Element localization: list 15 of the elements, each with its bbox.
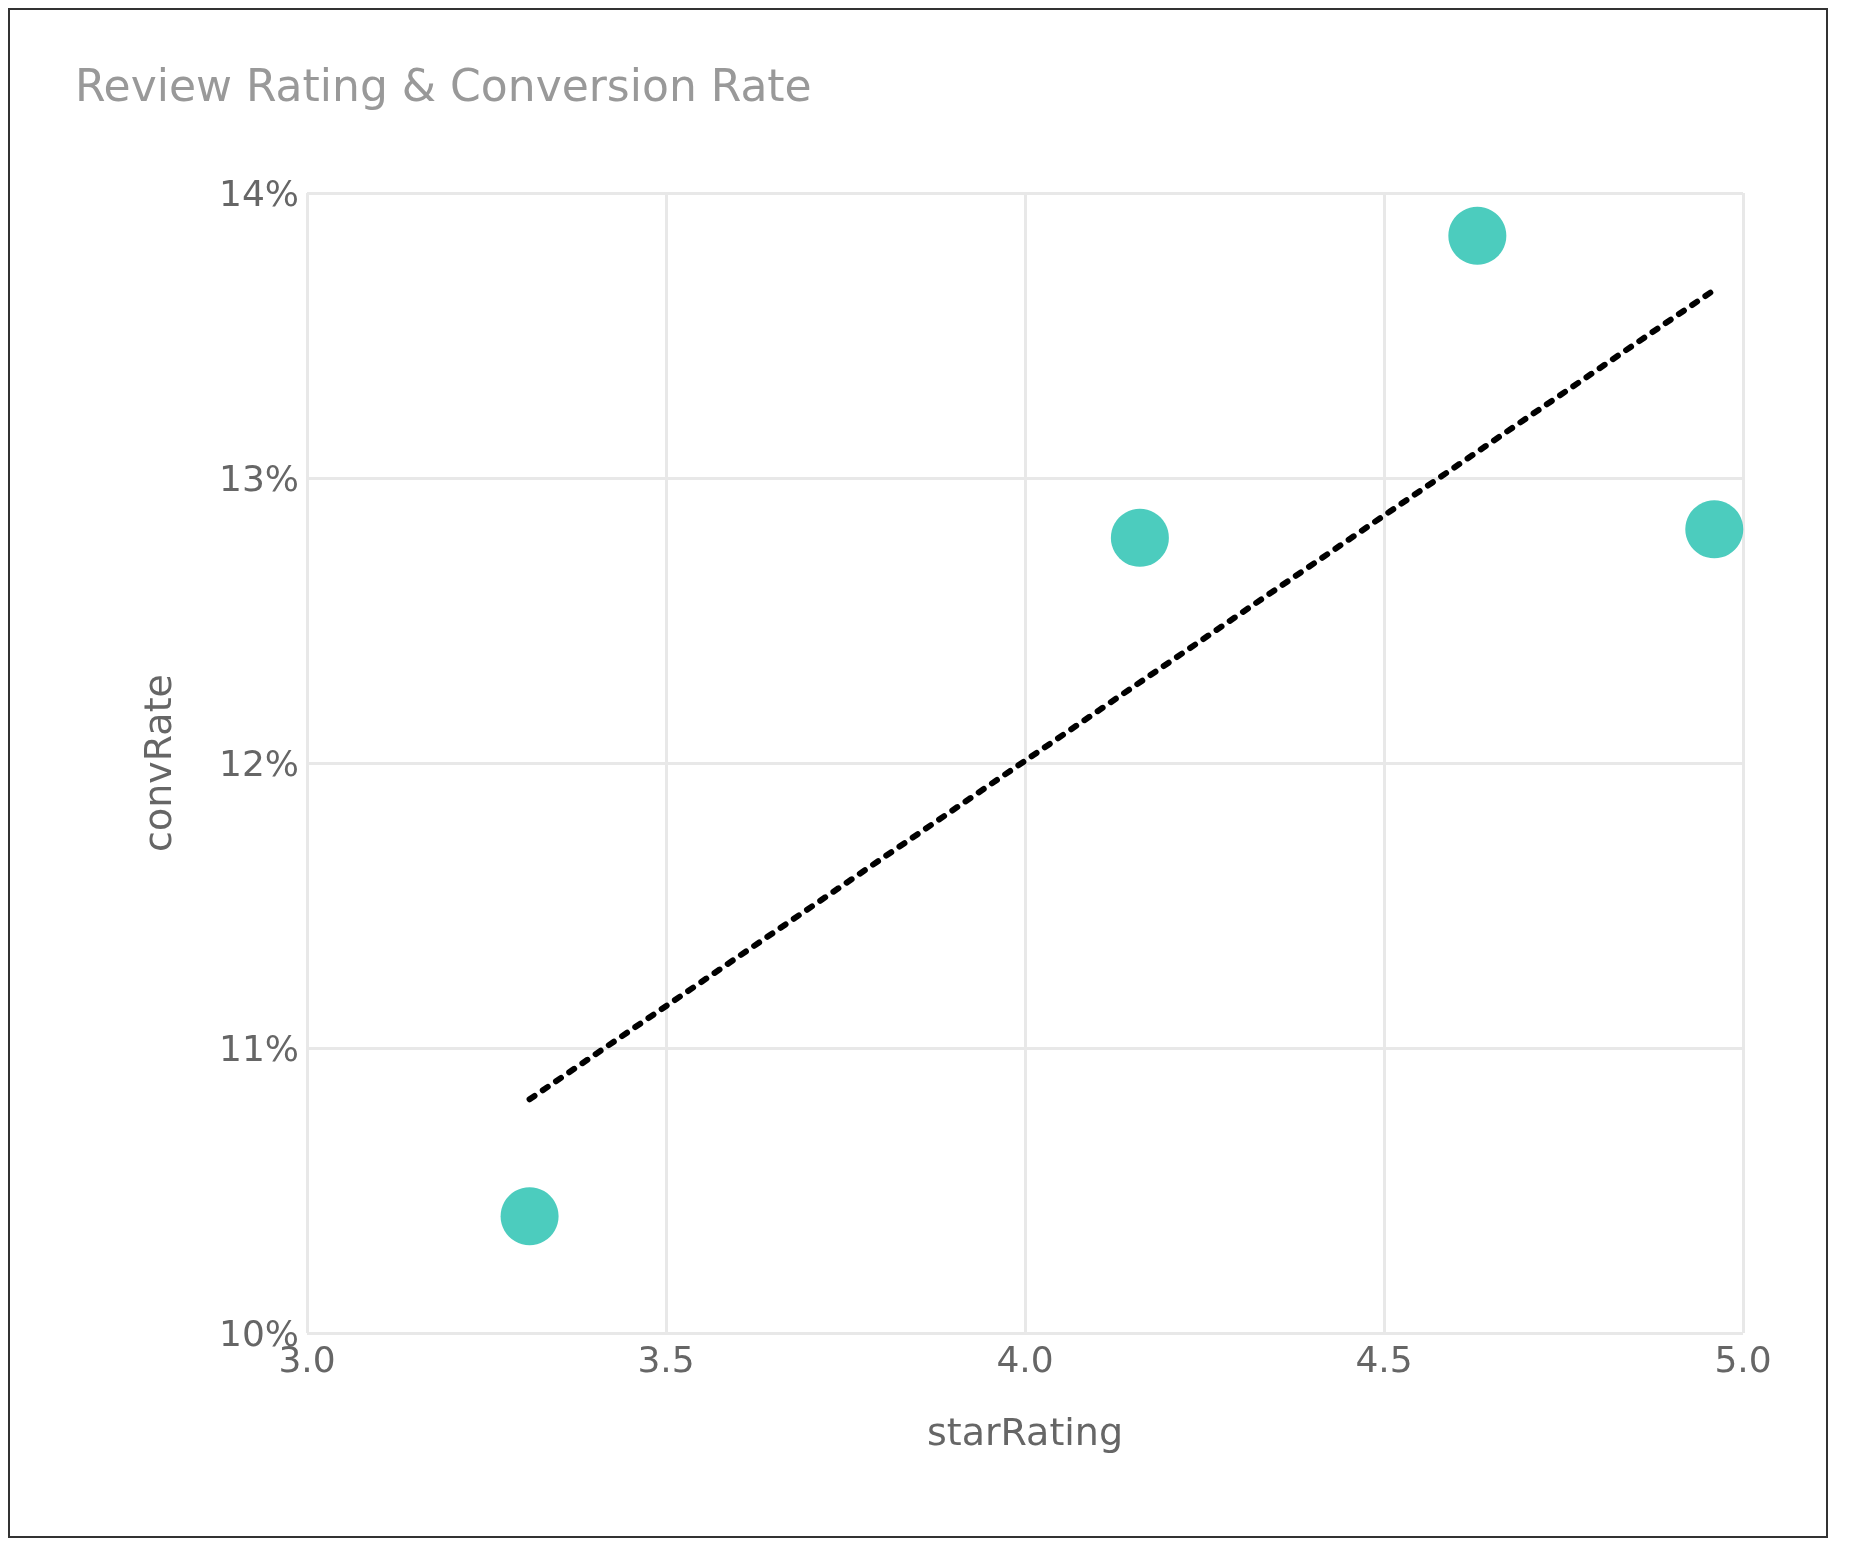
x-axis-title: starRating	[926, 1410, 1124, 1454]
y-tick-label: 11%	[218, 1027, 299, 1069]
x-tick-label: 3.5	[637, 1338, 695, 1380]
point	[500, 1187, 559, 1246]
x-tick-label: 5.0	[1714, 1338, 1772, 1380]
y-tick-label: 13%	[218, 457, 299, 499]
point	[1448, 206, 1507, 265]
point	[1110, 508, 1169, 567]
x-tick-label: 4.0	[996, 1338, 1054, 1380]
point	[1685, 500, 1744, 559]
y-tick-label: 12%	[218, 742, 299, 784]
y-axis-title: convRate	[136, 674, 180, 852]
chart-title: Review Rating & Conversion Rate	[75, 59, 812, 111]
y-tick-label: 14%	[218, 172, 299, 214]
x-tick-label: 4.5	[1355, 1338, 1413, 1380]
